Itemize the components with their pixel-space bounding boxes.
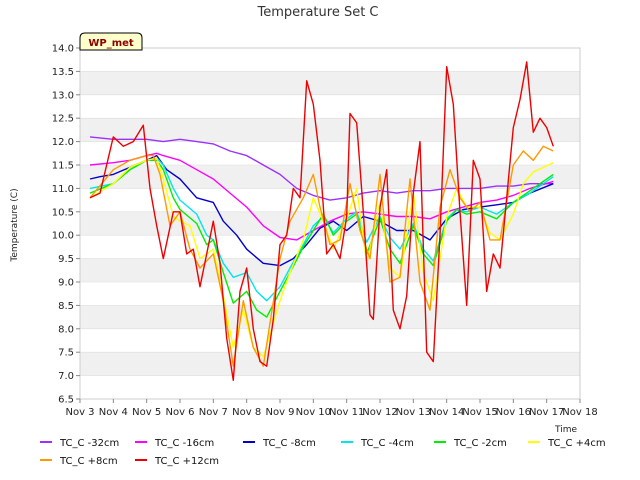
x-tick-label: Nov 15 bbox=[462, 407, 497, 418]
badge-label: WP_met bbox=[88, 38, 134, 49]
series-lines bbox=[89, 61, 554, 381]
y-tick-label: 14.0 bbox=[52, 44, 74, 55]
legend-label: TC_C +8cm bbox=[59, 456, 118, 467]
x-tick-label: Nov 14 bbox=[429, 407, 464, 418]
x-tick-label: Nov 13 bbox=[396, 407, 431, 418]
x-tick-label: Nov 5 bbox=[132, 407, 161, 418]
y-tick-label: 11.0 bbox=[52, 184, 74, 195]
y-tick-label: 6.5 bbox=[58, 395, 74, 406]
series-line bbox=[89, 61, 554, 381]
x-axis-label: Time bbox=[554, 425, 577, 435]
legend-label: TC_C -8cm bbox=[262, 438, 316, 449]
y-tick-label: 13.5 bbox=[52, 67, 74, 78]
y-tick-label: 9.0 bbox=[58, 278, 74, 289]
y-tick-label: 7.5 bbox=[58, 348, 74, 359]
badge-box bbox=[79, 32, 143, 51]
y-tick-label: 8.5 bbox=[58, 301, 74, 312]
x-tick-label: Nov 12 bbox=[362, 407, 397, 418]
y-tick-label: 12.5 bbox=[52, 114, 74, 125]
grid-band bbox=[80, 352, 580, 376]
legend: TC_C -32cm TC_C -16cm TC_C -8cm TC_C -4cm TC… bbox=[40, 438, 606, 467]
grid-band bbox=[80, 258, 580, 282]
grid-band bbox=[80, 118, 580, 142]
tick-labels: 6.5 7.0 7.5 8.0 8.5 9.0 9.5 10.0 10.5 11.0 11.5 12.… bbox=[52, 44, 598, 419]
legend-label: TC_C -32cm bbox=[59, 438, 119, 449]
chart-title: Temperature Set C bbox=[256, 5, 378, 20]
legend-label: TC_C -4cm bbox=[360, 438, 414, 449]
x-tick-label: Nov 10 bbox=[296, 407, 331, 418]
y-axis-label: Temperature (C) bbox=[10, 188, 20, 262]
y-tick-label: 10.0 bbox=[52, 231, 74, 242]
x-tick-label: Nov 8 bbox=[232, 407, 261, 418]
y-tick-label: 12.0 bbox=[52, 137, 74, 148]
x-tick-label: Nov 17 bbox=[529, 407, 564, 418]
y-tick-label: 7.0 bbox=[58, 371, 74, 382]
station-badge: WP_met bbox=[79, 32, 143, 51]
y-tick-label: 11.5 bbox=[52, 161, 74, 172]
y-tick-label: 9.5 bbox=[58, 254, 74, 265]
legend-label: TC_C +4cm bbox=[547, 438, 606, 449]
legend-label: TC_C -2cm bbox=[453, 438, 507, 449]
series-line bbox=[89, 136, 554, 201]
x-tick-label: Nov 11 bbox=[329, 407, 364, 418]
y-tick-label: 10.5 bbox=[52, 207, 74, 218]
x-tick-label: Nov 7 bbox=[199, 407, 228, 418]
x-tick-label: Nov 16 bbox=[496, 407, 531, 418]
grid-band bbox=[80, 165, 580, 189]
x-tick-label: Nov 3 bbox=[65, 407, 94, 418]
x-tick-label: Nov 9 bbox=[265, 407, 294, 418]
legend-label: TC_C +12cm bbox=[154, 456, 219, 467]
x-tick-label: Nov 18 bbox=[562, 407, 597, 418]
x-tick-label: Nov 4 bbox=[99, 407, 128, 418]
grid-band bbox=[80, 305, 580, 329]
plot-frame bbox=[79, 47, 581, 400]
y-tick-label: 8.0 bbox=[58, 324, 74, 335]
series-line bbox=[89, 159, 554, 318]
y-tick-label: 13.0 bbox=[52, 90, 74, 101]
grid-band bbox=[80, 71, 580, 95]
legend-label: TC_C -16cm bbox=[154, 438, 214, 449]
x-tick-label: Nov 6 bbox=[165, 407, 194, 418]
axes bbox=[79, 47, 581, 400]
